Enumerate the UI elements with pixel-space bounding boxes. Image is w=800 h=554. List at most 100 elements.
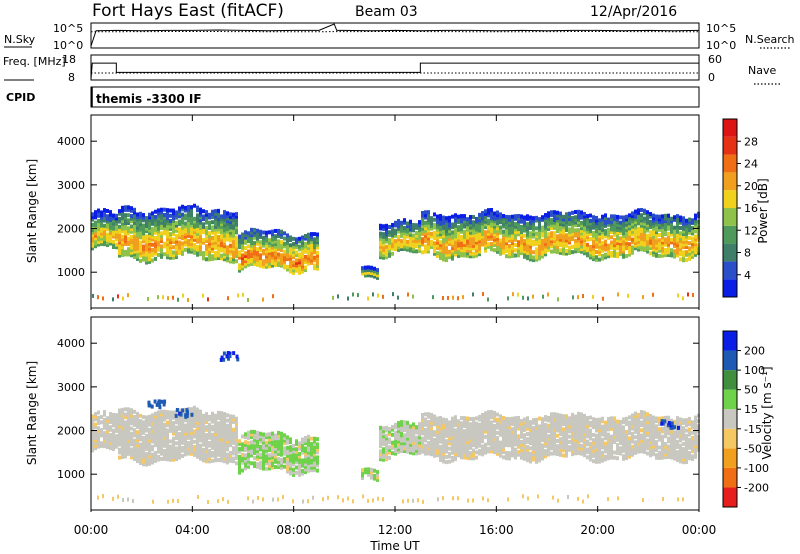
scatter-cell	[601, 416, 604, 421]
scatter-cell	[94, 233, 97, 238]
scatter-cell	[310, 250, 313, 255]
scatter-cell	[472, 251, 475, 256]
scatter-cell	[148, 433, 151, 438]
scatter-cell	[493, 439, 496, 444]
scatter-cell	[688, 235, 691, 240]
scatter-cell	[496, 220, 499, 225]
scatter-cell	[211, 238, 214, 243]
scatter-cell	[202, 227, 205, 232]
scatter-cell	[472, 246, 475, 251]
scatter-cell	[544, 213, 547, 218]
scatter-cell	[460, 245, 463, 250]
scatter-cell	[517, 227, 520, 232]
scatter-cell	[598, 430, 601, 435]
scatter-cell	[427, 443, 430, 448]
scatter-cell	[427, 446, 430, 451]
scatter-cell	[409, 225, 412, 230]
scatter-cell	[160, 212, 163, 217]
scatter-cell	[232, 433, 235, 438]
scatter-cell	[121, 242, 124, 247]
scatter-cell	[154, 243, 157, 248]
scatter-cell	[244, 458, 247, 463]
scatter-cell	[403, 441, 406, 446]
scatter-cell	[523, 244, 526, 249]
scatter-cell	[118, 426, 121, 431]
scatter-cell	[544, 428, 547, 433]
scatter-cell	[160, 456, 163, 461]
scatter-cell	[610, 424, 613, 429]
scatter-cell	[541, 246, 544, 251]
scatter-cell	[394, 231, 397, 236]
near-range-cell	[442, 296, 444, 301]
scatter-cell	[97, 242, 100, 247]
scatter-cell	[412, 446, 415, 451]
scatter-cell	[469, 435, 472, 440]
scatter-cell	[502, 431, 505, 436]
scatter-cell	[214, 216, 217, 221]
scatter-cell	[175, 239, 178, 244]
scatter-cell	[202, 458, 205, 463]
scatter-cell	[238, 268, 241, 273]
scatter-cell	[436, 432, 439, 437]
scatter-cell	[199, 249, 202, 254]
scatter-cell	[391, 222, 394, 227]
scatter-cell	[211, 254, 214, 259]
scatter-cell	[280, 261, 283, 266]
scatter-cell	[556, 433, 559, 438]
scatter-cell	[280, 242, 283, 247]
scatter-cell	[115, 439, 118, 444]
scatter-cell	[169, 237, 172, 242]
scatter-cell	[214, 442, 217, 447]
scatter-cell	[508, 230, 511, 235]
scatter-cell	[136, 238, 139, 243]
scatter-cell	[97, 232, 100, 237]
scatter-cell	[601, 240, 604, 245]
scatter-cell	[256, 430, 259, 435]
scatter-cell	[385, 438, 388, 443]
scatter-cell	[460, 439, 463, 444]
scatter-cell	[193, 222, 196, 227]
scatter-cell	[247, 262, 250, 267]
scatter-cell	[316, 232, 319, 237]
scatter-cell	[568, 222, 571, 227]
scatter-cell	[508, 228, 511, 233]
scatter-cell	[100, 215, 103, 220]
scatter-cell	[436, 442, 439, 447]
scatter-cell	[436, 227, 439, 232]
scatter-cell	[628, 242, 631, 247]
scatter-cell	[532, 441, 535, 446]
scatter-cell	[535, 441, 538, 446]
near-range-cell	[367, 296, 369, 301]
scatter-cell	[529, 236, 532, 241]
scatter-cell	[268, 248, 271, 253]
scatter-cell	[382, 255, 385, 260]
scatter-cell	[154, 230, 157, 235]
scatter-cell	[442, 247, 445, 252]
scatter-cell	[436, 243, 439, 248]
scatter-cell	[496, 441, 499, 446]
scatter-cell	[682, 229, 685, 234]
scatter-cell	[589, 433, 592, 438]
near-range-cell	[397, 295, 399, 300]
scatter-cell	[397, 234, 400, 239]
scatter-cell	[289, 445, 292, 450]
scatter-cell	[193, 227, 196, 232]
scatter-cell	[400, 438, 403, 443]
scatter-cell	[238, 255, 241, 260]
scatter-cell	[133, 456, 136, 461]
scatter-cell	[598, 252, 601, 257]
scatter-cell	[226, 250, 229, 255]
scatter-cell	[532, 452, 535, 457]
scatter-cell	[316, 261, 319, 266]
scatter-cell	[190, 220, 193, 225]
scatter-cell	[631, 216, 634, 221]
scatter-cell	[280, 436, 283, 441]
scatter-cell	[238, 470, 241, 475]
scatter-cell	[523, 422, 526, 427]
scatter-cell	[397, 436, 400, 441]
scatter-cell	[496, 436, 499, 441]
scatter-cell	[274, 465, 277, 470]
scatter-cell	[397, 426, 400, 431]
scatter-cell	[571, 218, 574, 223]
scatter-cell	[415, 435, 418, 440]
